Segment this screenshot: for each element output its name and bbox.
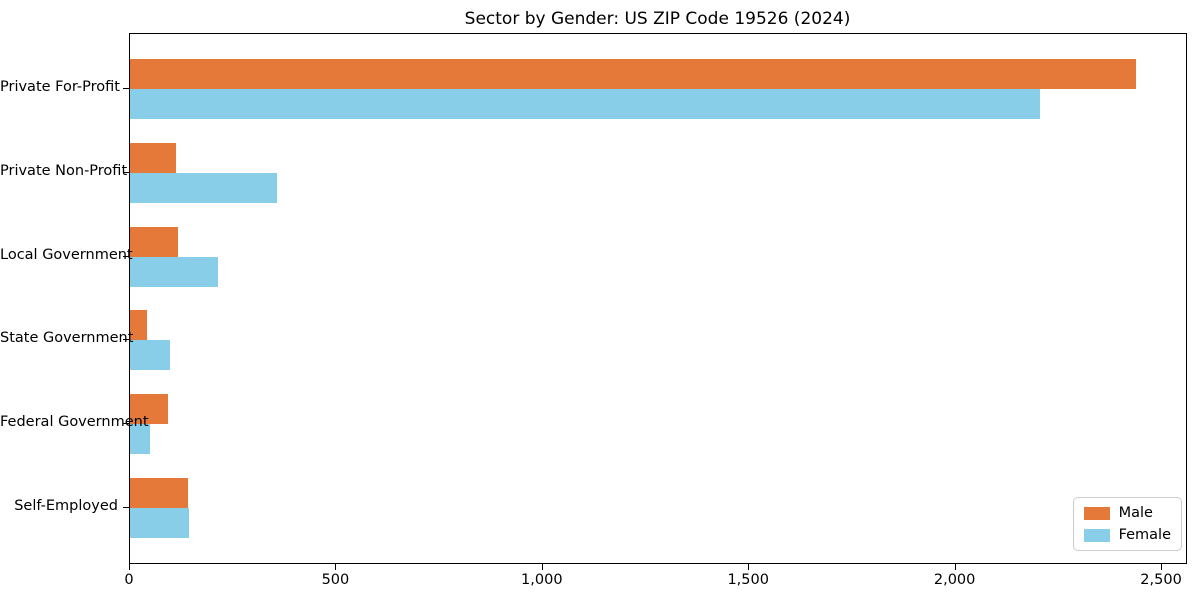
x-tick-mark [541,564,543,570]
y-tick-label: Self-Employed [14,498,118,515]
legend-label-male: Male [1118,505,1153,521]
bar-male-2 [130,142,176,173]
bar-male-1 [130,58,1137,89]
x-tick-label: 1,500 [727,572,769,588]
y-tick-label: State Government [0,330,134,347]
y-tick-mark [123,255,129,257]
bar-female-4 [130,340,170,371]
bar-male-4 [130,310,147,341]
bar-male-3 [130,226,178,257]
legend: Male Female [1072,497,1182,551]
y-tick-mark [123,171,129,173]
bar-female-6 [130,508,189,539]
x-tick-label: 2,500 [1140,572,1182,588]
x-tick-label: 1,000 [521,572,563,588]
male-swatch [1083,506,1110,520]
bar-male-6 [130,478,188,509]
x-tick-label: 500 [321,572,350,588]
plot-area: Male Female [129,33,1187,564]
y-tick-label: Private Non-Profit [0,162,128,179]
bar-female-5 [130,424,150,455]
y-tick-mark [123,339,129,341]
chart-title: Sector by Gender: US ZIP Code 19526 (202… [464,9,851,29]
y-tick-label: Federal Government [0,414,149,431]
x-tick-mark [748,564,750,570]
y-tick-label: Local Government [0,246,133,263]
legend-label-female: Female [1118,527,1171,543]
bar-male-5 [130,394,168,425]
y-tick-mark [123,423,129,425]
y-tick-mark [123,507,129,509]
x-tick-label: 0 [124,572,134,588]
y-tick-label: Private For-Profit [0,78,120,95]
bar-female-1 [130,88,1041,119]
legend-item-female: Female [1083,527,1171,543]
x-tick-mark [1161,564,1163,570]
female-swatch [1083,528,1110,542]
x-tick-mark [129,564,130,570]
bar-female-3 [130,256,218,287]
x-tick-mark [335,564,337,570]
bar-female-2 [130,172,278,203]
x-tick-mark [954,564,956,570]
y-tick-mark [123,87,129,89]
x-tick-label: 2,000 [933,572,976,588]
legend-item-male: Male [1083,505,1171,521]
